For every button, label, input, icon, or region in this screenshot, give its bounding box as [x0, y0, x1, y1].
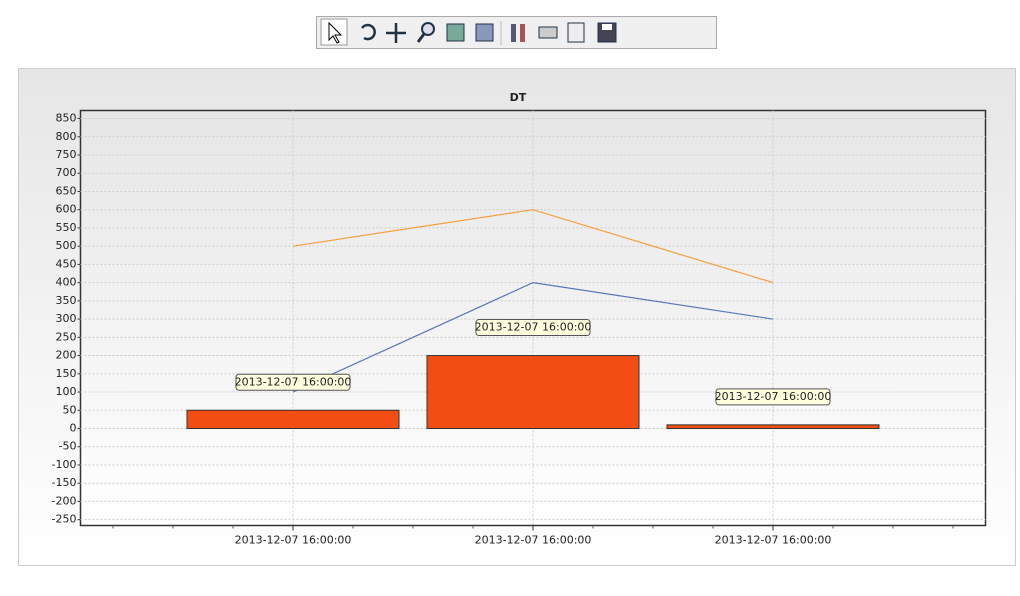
tooltip-text: 2013-12-07 16:00:00 [235, 375, 352, 388]
y-tick-label: 800 [56, 130, 77, 143]
copy-tool[interactable] [567, 22, 585, 43]
y-tick-label: 250 [56, 330, 77, 343]
x-tick-label: 2013-12-07 16:00:00 [715, 534, 832, 547]
tooltip-box [235, 373, 351, 391]
settings-tool[interactable] [511, 24, 516, 42]
settings-tool-2 [520, 24, 525, 42]
arrow-icon [328, 21, 343, 44]
y-tick-label: 200 [56, 349, 77, 362]
y-tick-label: 700 [56, 166, 77, 179]
y-tick-label: -150 [52, 476, 77, 489]
print-tool[interactable] [538, 26, 558, 39]
select-tool[interactable] [320, 18, 348, 46]
y-tick-label: 450 [56, 257, 77, 270]
tooltip: 2013-12-07 16:00:00 [235, 373, 352, 391]
tooltip-box [715, 388, 831, 406]
toolbar [316, 16, 717, 49]
x-tick-label: 2013-12-07 16:00:00 [235, 534, 352, 547]
y-tick-label: 150 [56, 367, 77, 380]
y-tick-label: 500 [56, 239, 77, 252]
y-tick-label: 400 [56, 276, 77, 289]
y-tick-label: 750 [56, 148, 77, 161]
chart-title: DT [510, 91, 527, 104]
x-tick-label: 2013-12-07 16:00:00 [475, 534, 592, 547]
bar [186, 409, 400, 429]
tooltip-text: 2013-12-07 16:00:00 [475, 321, 592, 334]
zoom-tool[interactable] [421, 22, 435, 36]
tooltip-text: 2013-12-07 16:00:00 [715, 390, 832, 403]
y-tick-label: 850 [56, 112, 77, 125]
tooltip: 2013-12-07 16:00:00 [715, 388, 832, 406]
y-tick-label: -100 [52, 458, 77, 471]
undo-tool[interactable] [360, 23, 376, 41]
y-tick-label: 350 [56, 294, 77, 307]
y-tick-label: -200 [52, 494, 77, 507]
bar [426, 355, 640, 429]
y-tick-label: 0 [70, 421, 77, 434]
y-tick-label: 50 [63, 403, 77, 416]
y-tick-label: 650 [56, 184, 77, 197]
y-tick-label: 300 [56, 312, 77, 325]
y-tick-label: 100 [56, 385, 77, 398]
zoom-handle [416, 33, 426, 43]
line [292, 209, 774, 284]
pan-tool[interactable] [386, 23, 406, 43]
y-tick-label: 600 [56, 203, 77, 216]
line [292, 282, 774, 393]
toolbar-bg [316, 16, 717, 49]
y-tick-label: -250 [52, 513, 77, 526]
tooltip-box [475, 319, 591, 337]
save-icon-label [602, 24, 612, 30]
zoom-box-tool[interactable] [446, 23, 465, 42]
tooltip: 2013-12-07 16:00:00 [475, 319, 592, 337]
y-tick-label: -50 [59, 440, 77, 453]
bar [666, 424, 880, 429]
zoom-all-tool[interactable] [475, 23, 494, 42]
y-tick-label: 550 [56, 221, 77, 234]
